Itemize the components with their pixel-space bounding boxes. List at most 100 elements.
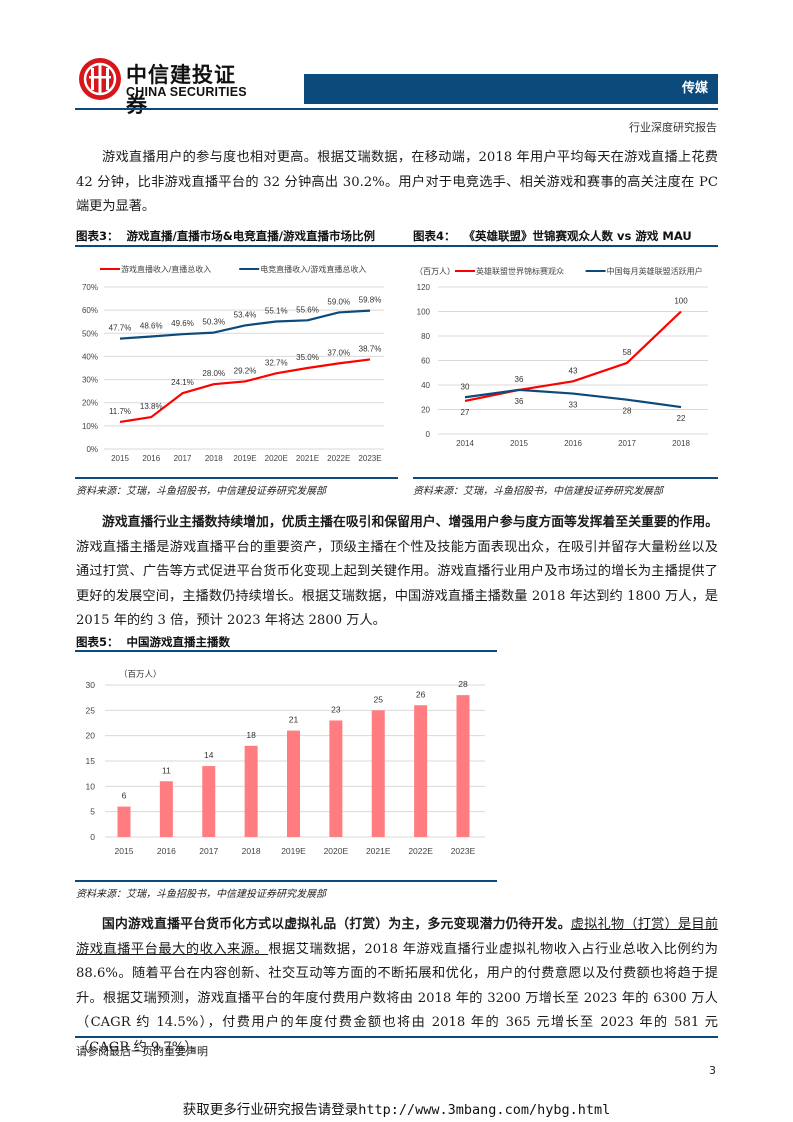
x-tick: 2019E	[233, 454, 256, 463]
unit-label: （百万人）	[119, 669, 162, 679]
paragraph-3-underlined: 虚拟礼物（打赏）是目前游戏直播平台最大的收入来源。	[76, 917, 719, 957]
x-tick: 2014	[456, 439, 474, 448]
x-tick: 2021E	[296, 454, 319, 463]
data-label: 11.7%	[109, 407, 131, 416]
paragraph-2-lead: 游戏直播行业主播数持续增加，优质主播在吸引和保留用户、增强用户参与度方面等发挥着…	[102, 515, 718, 530]
legend-label: 中国每月英雄联盟活跃用户	[607, 266, 703, 276]
sector-banner: 传媒	[304, 74, 718, 104]
x-tick: 2023E	[451, 846, 476, 856]
paragraph-3-lead: 国内游戏直播平台货币化方式以虚拟礼品（打赏）为主，多元变现潜力仍待开发。	[102, 917, 571, 932]
x-tick: 2022E	[327, 454, 350, 463]
paragraph-3: 国内游戏直播平台货币化方式以虚拟礼品（打赏）为主，多元变现潜力仍待开发。虚拟礼物…	[76, 917, 719, 1055]
disclaimer: 请参阅最后一页的重要声明	[76, 1045, 208, 1058]
y-tick: 50%	[82, 329, 98, 338]
bar	[244, 745, 258, 837]
china-securities-logo-icon	[79, 58, 121, 100]
data-label: 14	[204, 750, 214, 760]
x-tick: 2018	[672, 439, 690, 448]
data-label: 50.3%	[202, 318, 225, 327]
logo-cn-text: 中信建投证券	[126, 63, 236, 117]
data-label: 48.6%	[140, 322, 163, 331]
data-label: 6	[122, 791, 127, 801]
data-label: 25	[374, 694, 384, 704]
fig4-title: 图表4： 《英雄联盟》世锦赛观众人数 vs 游戏 MAU	[413, 229, 692, 243]
data-label: 21	[289, 715, 299, 725]
data-label: 13.8%	[140, 402, 163, 411]
page-number: 3	[709, 1064, 716, 1077]
data-label: 28	[458, 679, 468, 689]
logo-en-text: CHINA SECURITIES	[126, 85, 247, 99]
series-line	[464, 310, 682, 403]
data-label: 38.7%	[359, 344, 382, 353]
y-tick: 30	[86, 680, 96, 690]
y-tick: 0	[90, 832, 95, 842]
data-label: 55.6%	[296, 305, 319, 314]
data-label: 28.0%	[202, 369, 225, 378]
paragraph-1: 游戏直播用户的参与度也相对更高。根据艾瑞数据，在移动端，2018 年用户平均每天…	[76, 150, 718, 214]
x-tick: 2020E	[324, 846, 349, 856]
legend-label: 游戏直播收入/直播总收入	[121, 264, 211, 274]
data-label: 29.2%	[234, 366, 257, 375]
bar	[159, 781, 173, 837]
report-type: 行业深度研究报告	[629, 121, 717, 134]
bar	[456, 695, 470, 837]
series-line	[119, 309, 371, 340]
promo-link[interactable]: 获取更多行业研究报告请登录http://www.3mbang.com/hybg.…	[182, 1102, 611, 1118]
x-tick: 2016	[564, 439, 582, 448]
x-tick: 2017	[618, 439, 636, 448]
x-tick: 2018	[242, 846, 261, 856]
fig5-title: 图表5： 中国游戏直播主播数	[76, 635, 231, 649]
fig3-title: 图表3： 游戏直播/直播市场&电竞直播/游戏直播市场比例	[76, 229, 375, 243]
x-tick: 2017	[174, 454, 192, 463]
data-label: 36	[515, 397, 524, 406]
data-label: 100	[674, 297, 688, 306]
data-label: 49.6%	[171, 319, 194, 328]
data-label: 22	[677, 414, 686, 423]
y-tick: 40%	[82, 352, 98, 361]
figure-title-rule	[75, 245, 718, 247]
x-tick: 2018	[205, 454, 223, 463]
data-label: 24.1%	[171, 378, 194, 387]
y-tick: 25	[86, 705, 96, 715]
logo: 中信建投证券 CHINA SECURITIES	[77, 56, 257, 117]
y-tick: 30%	[82, 376, 98, 385]
y-tick: 70%	[82, 283, 98, 292]
data-label: 30	[461, 382, 470, 391]
data-label: 26	[416, 689, 426, 699]
y-tick: 60	[421, 357, 430, 366]
fig5-source-rule	[75, 880, 497, 882]
y-tick: 0	[426, 430, 431, 439]
x-tick: 2021E	[366, 846, 391, 856]
data-label: 59.0%	[327, 297, 350, 306]
header-rule	[75, 108, 718, 110]
bar	[329, 720, 343, 837]
y-tick: 60%	[82, 306, 98, 315]
chart-fig5: （百万人） 0 5 10 15 20 25 30 6 11 14 18 21 23 25 26 28 2015 20…	[75, 655, 497, 865]
data-label: 55.1%	[265, 306, 288, 315]
chart3-svg: 游戏直播收入/直播总收入 电竞直播收入/游戏直播总收入 0% 10% 20% 30% 40%…	[82, 264, 384, 463]
legend-label: 电竞直播收入/游戏直播总收入	[260, 264, 366, 274]
y-tick: 120	[417, 283, 431, 292]
y-tick: 20	[421, 406, 430, 415]
legend-label: 英雄联盟世界锦标赛观众	[476, 266, 564, 276]
data-label: 47.7%	[109, 324, 132, 333]
y-tick: 20%	[82, 399, 98, 408]
data-label: 33	[569, 401, 578, 410]
data-label: 58	[623, 348, 632, 357]
x-tick: 2016	[142, 454, 160, 463]
chart5-svg: （百万人） 0 5 10 15 20 25 30 6 11 14 18 21 23 25 26 28 2015 20…	[86, 669, 485, 856]
data-label: 18	[246, 730, 256, 740]
chart-fig3: 游戏直播收入/直播总收入 电竞直播收入/游戏直播总收入 0% 10% 20% 30% 40%…	[75, 250, 400, 470]
x-tick: 2015	[115, 846, 134, 856]
fig3-source-rule	[75, 477, 398, 479]
bar	[371, 710, 385, 837]
bar	[202, 766, 216, 837]
x-tick: 2022E	[408, 846, 433, 856]
paragraph-2: 游戏直播行业主播数持续增加，优质主播在吸引和保留用户、增强用户参与度方面等发挥着…	[76, 515, 718, 628]
x-tick: 2020E	[265, 454, 288, 463]
bar	[117, 806, 131, 837]
data-label: 23	[331, 704, 341, 714]
x-tick: 2015	[510, 439, 528, 448]
series-line	[119, 358, 371, 424]
series-line	[464, 388, 682, 409]
